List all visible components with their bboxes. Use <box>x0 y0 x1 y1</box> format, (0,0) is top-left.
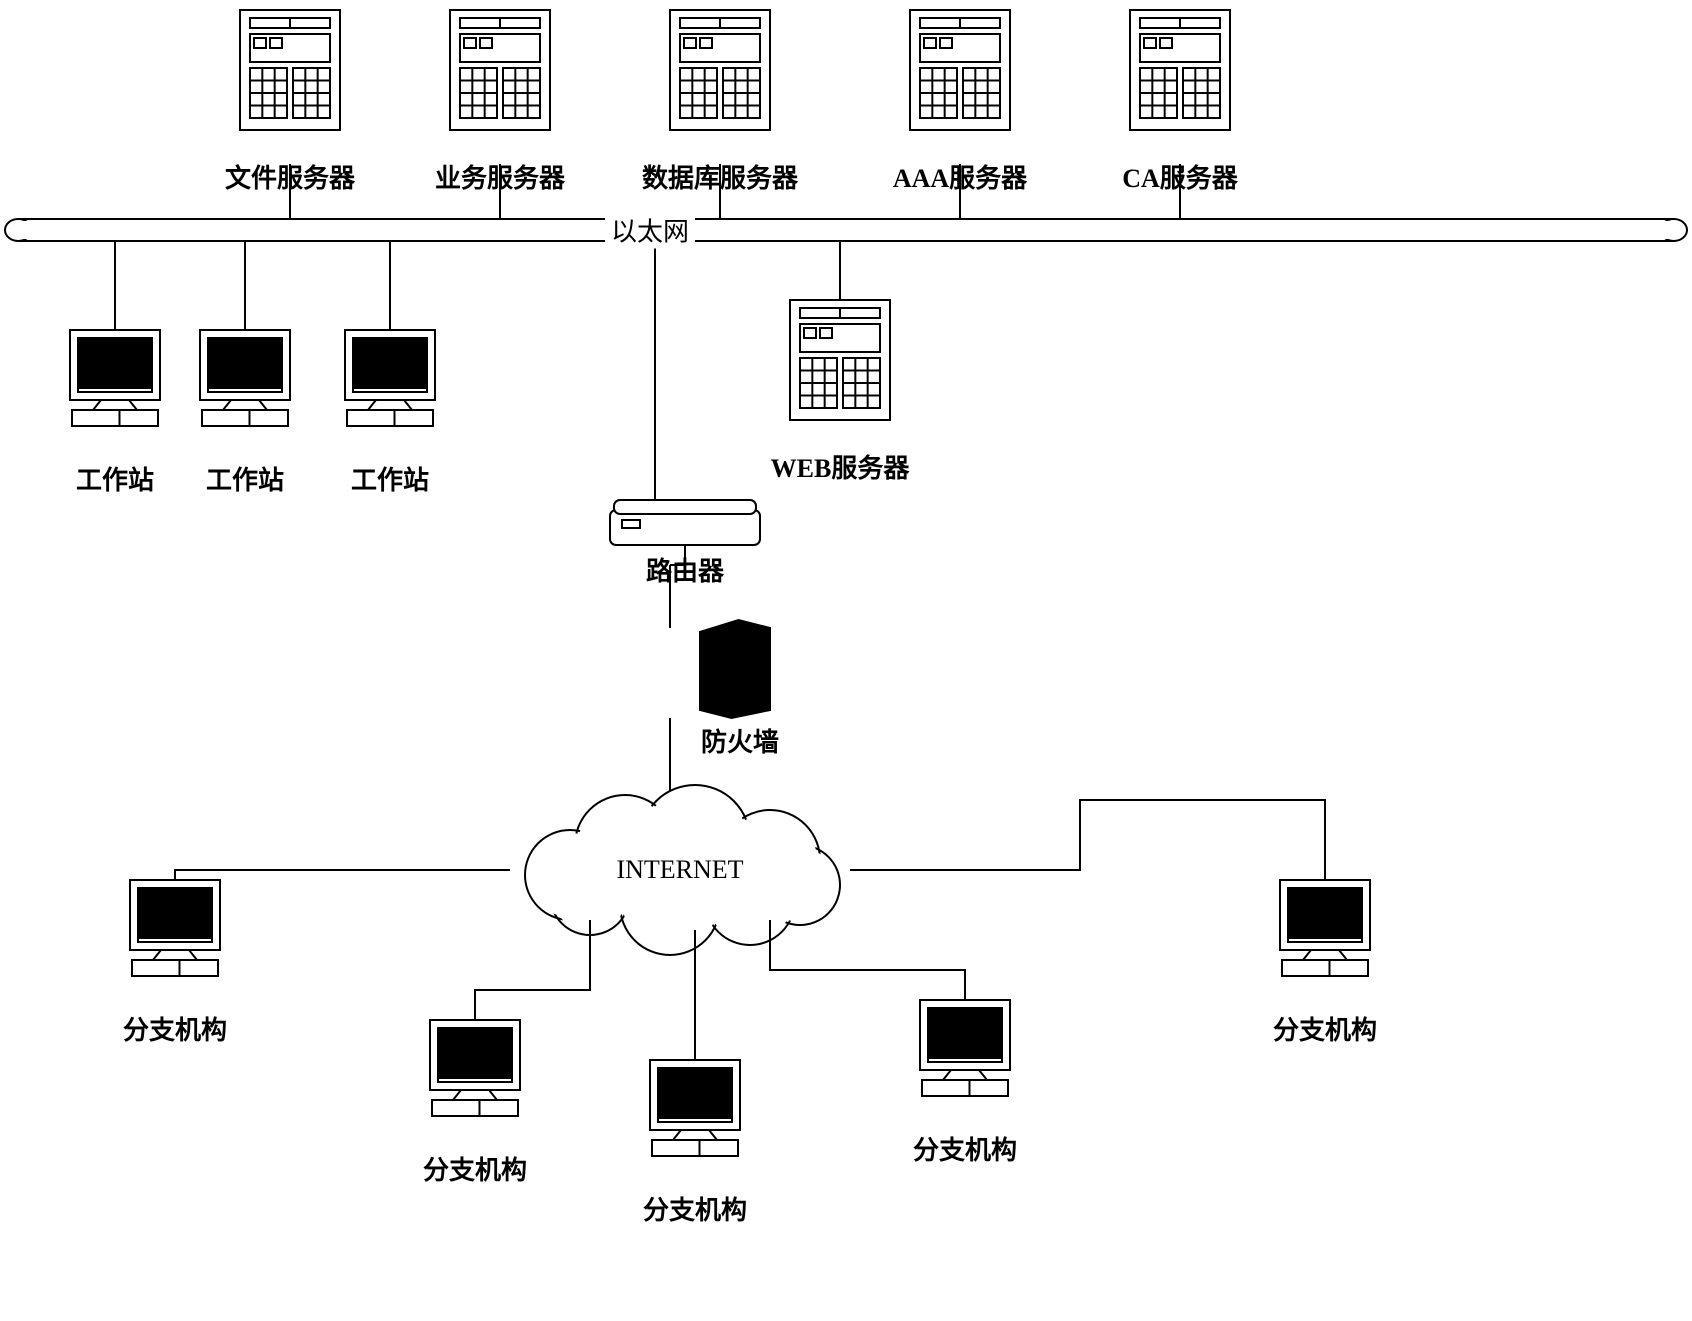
branch-4-label: 分支机构 <box>913 1130 1017 1167</box>
diagram-svg <box>0 0 1692 1321</box>
ws3-label: 工作站 <box>351 460 429 497</box>
biz-server <box>450 10 550 130</box>
web-server <box>790 300 890 420</box>
db-server-label: 数据库服务器 <box>642 158 798 195</box>
branch-5-label: 分支机构 <box>1273 1010 1377 1047</box>
branch-2-label: 分支机构 <box>423 1150 527 1187</box>
aaa-server <box>910 10 1010 130</box>
branch-3 <box>650 1060 740 1156</box>
ws2-label: 工作站 <box>206 460 284 497</box>
firewall-label: 防火墙 <box>701 722 779 759</box>
branch-5 <box>1280 880 1370 976</box>
ca-server <box>1130 10 1230 130</box>
router-label: 路由器 <box>646 551 724 588</box>
branch-1-label: 分支机构 <box>123 1010 227 1047</box>
ethernet-label: 以太网 <box>605 212 695 249</box>
branch-1 <box>130 880 220 976</box>
biz-server-label: 业务服务器 <box>435 158 565 195</box>
branch-4 <box>920 1000 1010 1096</box>
ws1-label: 工作站 <box>76 460 154 497</box>
ws3 <box>345 330 435 426</box>
aaa-server-label: AAA服务器 <box>893 158 1027 195</box>
branch-2 <box>430 1020 520 1116</box>
firewall <box>700 620 770 718</box>
ws1 <box>70 330 160 426</box>
diagram-stage: 以太网 文件服务器 业务服务器 数据库服务器 AAA服务器 CA服务器工作站 工作站 工作站 W… <box>0 0 1692 1321</box>
web-server-label: WEB服务器 <box>771 448 910 485</box>
ethernet-bus <box>5 219 1687 241</box>
router <box>610 500 760 545</box>
ws2 <box>200 330 290 426</box>
db-server <box>670 10 770 130</box>
ca-server-label: CA服务器 <box>1122 158 1238 195</box>
branch-3-label: 分支机构 <box>643 1190 747 1227</box>
file-server <box>240 10 340 130</box>
internet-label: INTERNET <box>610 855 749 885</box>
file-server-label: 文件服务器 <box>225 158 355 195</box>
